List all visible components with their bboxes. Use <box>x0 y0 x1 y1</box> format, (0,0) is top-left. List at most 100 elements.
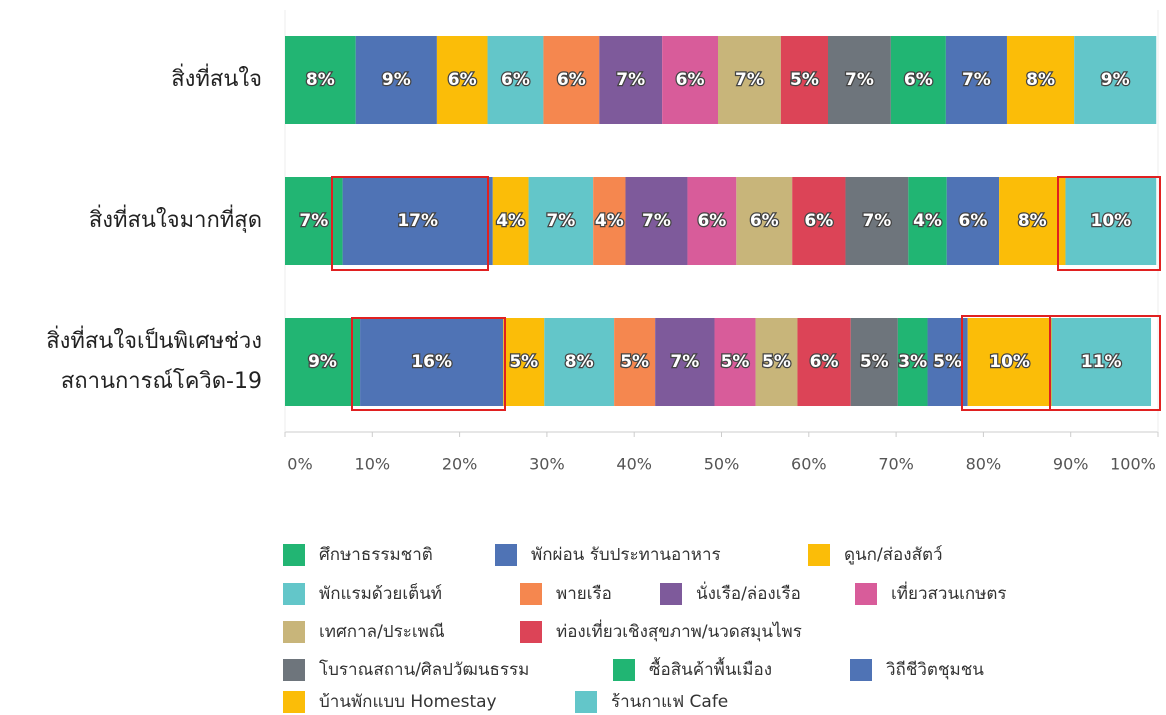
bar-segment <box>655 318 715 406</box>
legend-label: โบราณสถาน/ศิลปวัฒนธรรม <box>319 660 530 680</box>
highlight-box <box>1049 315 1161 411</box>
bar-segment <box>1065 177 1157 265</box>
bar-segment <box>614 318 656 406</box>
bar-segment <box>967 318 1052 406</box>
legend-swatch <box>613 658 635 681</box>
bar-segment <box>528 177 594 265</box>
x-tick-label: 10% <box>355 455 391 474</box>
data-label: 10% <box>1091 211 1132 231</box>
legend-label: นั่งเรือ/ล่องเรือ <box>696 584 801 604</box>
data-label: 5% <box>509 352 538 372</box>
bar-segment <box>714 318 756 406</box>
bar-segment <box>792 177 846 265</box>
data-label: 16% <box>411 352 452 372</box>
data-label: 6% <box>676 70 705 90</box>
legend-item: ดูนก/ส่องสัตว์ <box>808 541 943 568</box>
data-label: 7% <box>299 211 328 231</box>
legend-item: ท่องเที่ยวเชิงสุขภาพ/นวดสมุนไพร <box>520 618 802 645</box>
legend-item: บ้านพักแบบ Homestay <box>283 688 497 715</box>
bar-segment <box>503 318 545 406</box>
bar-segment <box>285 36 356 124</box>
bar-segment <box>718 36 781 124</box>
bar-segment <box>1006 36 1075 124</box>
data-label: 4% <box>595 211 624 231</box>
highlight-box <box>331 176 489 271</box>
data-label: 5% <box>790 70 819 90</box>
data-label: 8% <box>1018 211 1047 231</box>
data-label: 4% <box>913 211 942 231</box>
x-tick-label: 70% <box>878 455 914 474</box>
legend-item: เที่ยวสวนเกษตร <box>855 580 1007 607</box>
bar-segment <box>662 36 719 124</box>
data-label: 6% <box>904 70 933 90</box>
data-label: 4% <box>496 211 525 231</box>
data-label: 5% <box>721 352 750 372</box>
data-label: 6% <box>750 211 779 231</box>
bar-segment <box>436 36 488 124</box>
bar-segment <box>850 318 898 406</box>
data-label: 5% <box>762 352 791 372</box>
data-label: 6% <box>697 211 726 231</box>
data-label: 9% <box>1101 70 1130 90</box>
bar-segment <box>736 177 793 265</box>
legend-item: พักผ่อน รับประทานอาหาร <box>495 541 721 568</box>
x-tick-label: 20% <box>442 455 478 474</box>
bar-segment <box>544 318 615 406</box>
bar-segment <box>285 318 361 406</box>
legend-swatch <box>283 543 305 566</box>
legend-label: พายเรือ <box>556 584 612 604</box>
legend-label: ศึกษาธรรมชาติ <box>319 545 433 565</box>
legend-swatch <box>283 620 305 643</box>
legend-swatch <box>495 543 517 566</box>
bar-segment <box>908 177 947 265</box>
data-label: 3% <box>898 352 927 372</box>
legend-item: ศึกษาธรรมชาติ <box>283 541 433 568</box>
bar-segment <box>945 36 1007 124</box>
data-label: 8% <box>1026 70 1055 90</box>
legend-label: ท่องเที่ยวเชิงสุขภาพ/นวดสมุนไพร <box>556 622 802 642</box>
data-label: 5% <box>860 352 889 372</box>
bar-segment <box>543 36 600 124</box>
bar-segment <box>360 318 504 406</box>
bar-segment <box>487 36 544 124</box>
legend-swatch <box>808 543 830 566</box>
category-label: สิ่งที่สนใจ <box>171 67 262 92</box>
legend-swatch <box>575 690 597 713</box>
legend-item: โบราณสถาน/ศิลปวัฒนธรรม <box>283 656 529 683</box>
x-tick-label: 50% <box>704 455 740 474</box>
bar-segment <box>797 318 851 406</box>
bar-segment <box>342 177 493 265</box>
data-label: 10% <box>989 352 1030 372</box>
bar-segment <box>599 36 663 124</box>
bar-segment <box>1051 318 1152 406</box>
legend-swatch <box>283 658 305 681</box>
data-label: 6% <box>557 70 586 90</box>
data-label: 6% <box>804 211 833 231</box>
x-tick-label: 30% <box>529 455 565 474</box>
x-tick-label: 0% <box>287 455 312 474</box>
legend-item: นั่งเรือ/ล่องเรือ <box>660 580 801 607</box>
legend-item: เทศกาล/ประเพณี <box>283 618 445 645</box>
legend-swatch <box>283 582 305 605</box>
bar-segment <box>625 177 688 265</box>
category-label: สิ่งที่สนใจมากที่สุด <box>88 208 262 233</box>
legend-item: พักแรมด้วยเต็นท์ <box>283 580 442 607</box>
legend-item: ซื้อสินค้าพื้นเมือง <box>613 656 772 683</box>
x-tick-label: 40% <box>616 455 652 474</box>
data-label: 7% <box>616 70 645 90</box>
highlight-box <box>351 317 506 411</box>
data-label: 6% <box>501 70 530 90</box>
bar-segment <box>1074 36 1157 124</box>
bar-segment <box>355 36 437 124</box>
legend-swatch <box>283 690 305 713</box>
data-label: 6% <box>448 70 477 90</box>
legend-item: วิถีชีวิตชุมชน <box>850 656 984 683</box>
data-label: 8% <box>306 70 335 90</box>
legend-swatch <box>850 658 872 681</box>
bar-segment <box>755 318 798 406</box>
bar-segment <box>897 318 928 406</box>
legend-swatch <box>520 620 542 643</box>
data-label: 7% <box>546 211 575 231</box>
